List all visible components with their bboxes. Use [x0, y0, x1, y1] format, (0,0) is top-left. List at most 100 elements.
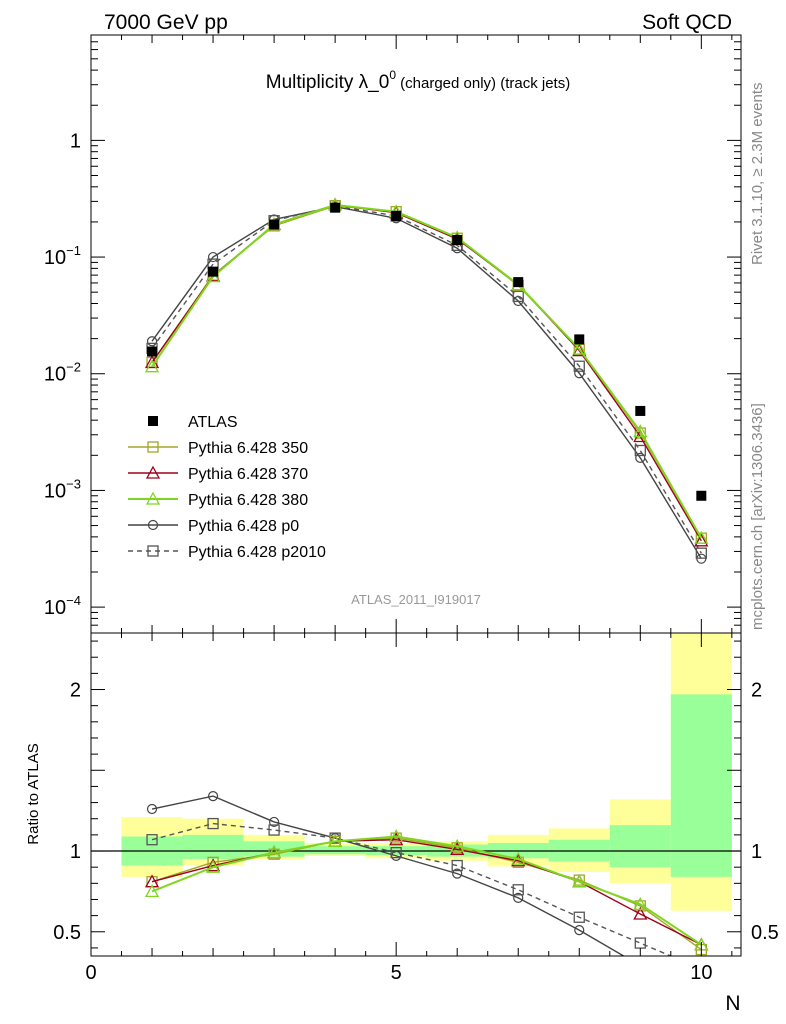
ratio-point [634, 900, 646, 912]
distribution-marks [144, 197, 709, 564]
legend-label: Pythia 6.428 350 [188, 440, 308, 457]
legend-marker [145, 491, 161, 505]
legend-item: Pythia 6.428 370 [128, 465, 308, 483]
chart-title-main: Multiplicity λ_0 [266, 72, 390, 93]
ratio-y-tick-label-right: 1 [751, 841, 762, 863]
ratio-y-tick-label-right: 2 [751, 680, 762, 702]
series-line [151, 205, 702, 554]
legend-item: Pythia 6.428 p0 [128, 518, 299, 535]
ratio-point [636, 961, 645, 970]
data-point [147, 346, 158, 357]
chart-title-suffix: (charged only) (track jets) [396, 75, 570, 92]
watermark: ATLAS_2011_I919017 [351, 592, 481, 607]
y-tick-label: 1 [70, 130, 81, 152]
ratio-panel: 0.5 0.5 1 1 2 2 0 5 10 Ratio to ATLAS N [25, 632, 779, 1015]
ratio-point [144, 884, 160, 898]
data-point [634, 427, 646, 439]
data-point [269, 219, 280, 230]
ratio-y-tick-label-left: 0.5 [53, 922, 81, 944]
data-point [695, 547, 707, 559]
side-label-rivet: Rivet 3.1.10, ≥ 2.3M events [749, 83, 766, 266]
ratio-point [268, 816, 280, 828]
data-point [146, 336, 158, 347]
chart-title-sup: 0 [389, 68, 396, 82]
ratio-line [151, 795, 626, 956]
ratio-point [146, 803, 158, 815]
y-tick-label: 10−3 [44, 476, 81, 502]
ratio-point [207, 817, 219, 830]
ratio-point [205, 859, 221, 873]
ratio-point [572, 874, 587, 888]
ratio-y-tick-label-left: 2 [70, 680, 81, 702]
ratio-point [389, 829, 404, 843]
series-mc-4 [146, 201, 707, 564]
ratio-point [390, 846, 402, 859]
data-point [696, 490, 707, 501]
legend-marker [145, 465, 161, 479]
legend: ATLAS Pythia 6.428 350 Pythia 6.428 370 Pyt… [128, 414, 326, 561]
data-point [391, 210, 402, 221]
header-left: 7000 GeV pp [104, 11, 228, 34]
ratio-point [146, 834, 158, 846]
header-right: Soft QCD [642, 11, 732, 34]
side-label-mcplots: mcplots.cern.ch [arXiv:1306.3436] [749, 403, 766, 630]
ratio-series [146, 791, 645, 970]
ratio-point [389, 832, 404, 846]
ratio-line [151, 835, 702, 946]
data-point [572, 341, 587, 355]
distribution-panel: 1 10−1 10−2 10−3 10−4 Multiplicity λ_00 (cha… [44, 34, 742, 634]
ratio-point [633, 896, 648, 910]
distribution-axes: 1 10−1 10−2 10−3 10−4 [44, 34, 741, 634]
ratio-point [512, 884, 524, 896]
x-tick-label: 10 [690, 962, 712, 984]
data-point [144, 359, 160, 373]
data-point [207, 251, 219, 263]
ratio-point [573, 911, 585, 923]
ratio-xlabel: N [725, 992, 740, 1015]
legend-label: Pythia 6.428 370 [188, 466, 308, 483]
ratio-line [151, 822, 673, 956]
ratio-point [634, 937, 646, 949]
ratio-point [205, 858, 221, 872]
legend-label: ATLAS [188, 414, 238, 431]
data-point [330, 202, 341, 213]
legend-marker [147, 545, 159, 557]
ratio-point [452, 868, 463, 879]
ratio-y-tick-label-left: 1 [70, 841, 81, 863]
ratio-ylabel: Ratio to ATLAS [25, 743, 42, 844]
ratio-point [574, 925, 585, 936]
ratio-point [328, 833, 343, 847]
data-point [635, 405, 646, 416]
ratio-point [513, 892, 524, 903]
ratio-point [267, 845, 282, 859]
legend-label: Pythia 6.428 p0 [188, 518, 299, 535]
y-tick-label: 10−1 [44, 243, 81, 269]
data-point [513, 277, 524, 288]
legend-item: Pythia 6.428 380 [128, 491, 308, 509]
ratio-series [144, 829, 709, 951]
ratio-point [450, 842, 465, 856]
legend-item: Pythia 6.428 350 [128, 440, 308, 457]
series-line [151, 205, 702, 539]
ratio-frame [90, 632, 742, 957]
series-line [151, 206, 702, 560]
series-line [151, 204, 702, 542]
legend-marker [147, 441, 159, 453]
legend-label: Pythia 6.428 380 [188, 492, 308, 509]
chart-title: Multiplicity λ_00 (charged only) (track … [266, 68, 570, 93]
series-line [151, 203, 703, 539]
y-tick-label: 10−2 [44, 360, 81, 386]
legend-label: Pythia 6.428 p2010 [188, 544, 326, 561]
uncertainty-band-inner [670, 694, 732, 877]
data-point [572, 343, 587, 357]
data-point [573, 360, 585, 372]
x-tick-label: 5 [391, 962, 402, 984]
data-point [452, 235, 463, 246]
data-point [208, 266, 219, 277]
ratio-marks [91, 633, 741, 970]
y-tick-label: 10−4 [44, 593, 81, 619]
data-point [694, 533, 709, 547]
ratio-point [268, 824, 280, 836]
ratio-point [451, 859, 463, 872]
